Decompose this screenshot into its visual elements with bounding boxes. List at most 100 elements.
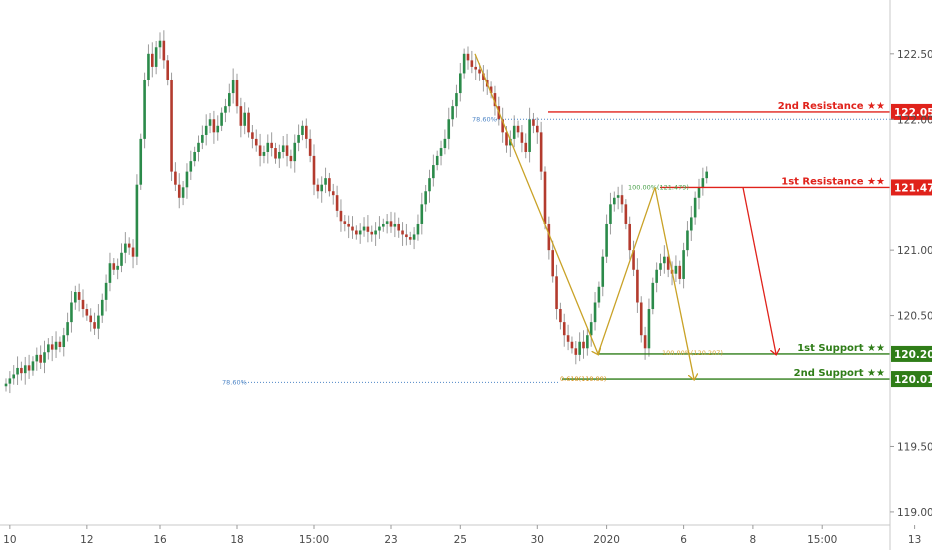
candle-body: [47, 344, 50, 353]
candle-body: [593, 302, 597, 323]
candle-body: [566, 335, 570, 342]
candle-body: [543, 171, 547, 224]
price-tag: [891, 103, 932, 120]
candle-body: [551, 250, 554, 277]
price-tag: [891, 371, 932, 388]
candle-body: [239, 106, 243, 126]
candle-body: [204, 125, 208, 135]
candle-body: [374, 230, 377, 235]
candle-body: [362, 226, 366, 231]
candle-body: [505, 132, 508, 146]
candle-body: [674, 265, 678, 274]
candle-body: [100, 299, 104, 316]
candle-body: [705, 171, 708, 179]
candle-body: [412, 234, 416, 240]
candle-body: [562, 322, 566, 336]
level-label: 1st Resistance ★★: [781, 176, 885, 187]
candle-body: [43, 352, 46, 363]
candle-body: [559, 309, 562, 323]
candle-body: [151, 53, 154, 67]
candle-body: [154, 47, 158, 67]
level-layer: 2nd Resistance ★★ 122.056 1st Resistance ★…: [222, 101, 932, 388]
candle-body: [62, 335, 66, 347]
candle-body: [597, 286, 601, 303]
candle-body: [127, 243, 131, 248]
candle-body: [162, 40, 166, 61]
candle-body: [643, 335, 647, 349]
candle-body: [50, 344, 54, 350]
candle-body: [262, 151, 266, 156]
candle-body: [124, 243, 127, 253]
candle-body: [520, 132, 524, 143]
candle-body: [270, 142, 273, 149]
price-tag-value: 122.056: [894, 107, 932, 119]
level-label: 2nd Resistance ★★: [778, 101, 885, 112]
candle-body: [701, 178, 705, 188]
candle-body: [555, 276, 558, 310]
candle-body: [316, 184, 320, 192]
candle-body: [23, 365, 27, 374]
candle-body: [693, 197, 697, 218]
candle-body: [247, 112, 250, 133]
candle-body: [639, 302, 643, 336]
price-tag-value: 120.015: [894, 374, 932, 386]
y-tick-label: 120.500: [897, 311, 932, 323]
y-tick-label: 122.500: [897, 49, 932, 61]
candle-body: [678, 265, 682, 279]
y-tick-label: 119.500: [897, 441, 932, 453]
candle-body: [77, 292, 81, 300]
candle-body: [470, 60, 474, 67]
fib-label: 0.618(119.99): [560, 375, 606, 383]
candle-body: [574, 348, 578, 355]
x-tick-label: 8: [750, 534, 757, 546]
candle-body: [305, 125, 308, 139]
candle-body: [328, 178, 331, 192]
candle-body: [339, 210, 343, 222]
x-tick-label: 25: [454, 534, 467, 546]
candle-body: [185, 171, 189, 188]
candle-body: [666, 256, 670, 270]
candle-body: [616, 195, 620, 198]
candle-body: [35, 354, 39, 362]
fib-label: 78.60%: [472, 115, 497, 123]
candle-body: [4, 383, 8, 387]
candle-body: [285, 145, 289, 156]
candle-body: [166, 60, 169, 80]
candle-body: [301, 125, 304, 135]
candle-body: [235, 79, 239, 107]
price-tag: [891, 345, 932, 362]
candle-body: [393, 223, 397, 227]
candle-body: [582, 341, 585, 349]
candle-body: [655, 269, 658, 283]
candle-body: [624, 204, 628, 224]
pattern-leg-ab: [474, 53, 598, 354]
candle-body: [147, 53, 150, 80]
candle-body: [170, 79, 173, 172]
candle-body: [416, 223, 420, 235]
candle-body: [197, 142, 200, 152]
price-tag-value: 120.207: [894, 349, 932, 361]
candle-body: [586, 335, 589, 349]
candle-body: [85, 309, 89, 316]
candle-body: [201, 134, 204, 143]
candle-body: [335, 195, 339, 211]
candle-body: [509, 138, 512, 146]
x-tick-label: 12: [80, 534, 93, 546]
candle-body: [39, 354, 42, 363]
candle-body: [601, 256, 605, 287]
candle-body: [308, 138, 312, 156]
candle-body: [570, 341, 574, 349]
candle-body: [177, 184, 181, 198]
x-tick-label: 13: [908, 534, 921, 546]
level-label: 2nd Support ★★: [794, 368, 885, 379]
candle-body: [347, 223, 350, 227]
pattern-leg-bc: [597, 187, 656, 355]
candle-body: [58, 341, 62, 347]
candle-body: [331, 191, 335, 196]
candle-body: [428, 178, 431, 192]
candle-body: [116, 265, 119, 270]
candle-body: [66, 322, 69, 336]
